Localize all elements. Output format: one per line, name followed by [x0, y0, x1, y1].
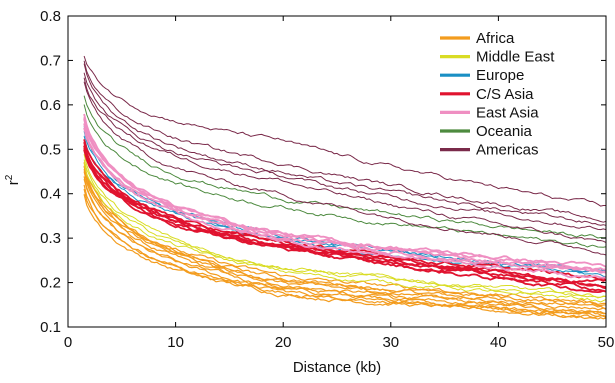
plot-frame — [67, 15, 607, 328]
series-line — [83, 194, 606, 320]
legend-label: Africa — [476, 30, 515, 47]
series-middle-east — [83, 154, 606, 303]
y-tick-label: 0.2 — [40, 275, 61, 292]
series-line — [83, 176, 606, 315]
legend-label: Americas — [476, 142, 539, 159]
series-east-asia — [83, 113, 606, 279]
legend-label: C/S Asia — [476, 86, 534, 103]
series-layer — [83, 55, 606, 320]
series-line — [83, 178, 606, 318]
series-line — [83, 81, 606, 256]
y-axis-label: r2 — [4, 174, 22, 185]
y-axis-label-superscript: 2 — [4, 174, 15, 180]
legend-item: East Asia — [440, 104, 539, 121]
legend-item: Americas — [440, 142, 539, 159]
x-tick-label: 50 — [598, 334, 615, 351]
y-tick-label: 0.4 — [40, 186, 61, 203]
series-line — [83, 60, 606, 223]
legend-item: Oceania — [440, 123, 533, 140]
x-tick-label: 0 — [64, 334, 72, 351]
series-americas — [83, 55, 606, 256]
legend-item: C/S Asia — [440, 86, 534, 103]
series-line — [83, 77, 606, 243]
series-line — [83, 168, 606, 307]
series-line — [83, 149, 606, 294]
legend-label: Oceania — [476, 123, 533, 140]
series-line — [83, 159, 606, 299]
ticks-layer: 0 10 20 30 40 50 0.1 0.2 0.3 0.4 0.5 0.6 0.7 0.8 — [40, 8, 614, 351]
y-axis-label-base: r — [5, 180, 22, 185]
series-line — [83, 123, 606, 274]
y-tick-label: 0.7 — [40, 52, 61, 69]
series-line — [83, 145, 606, 284]
series-line — [83, 154, 606, 298]
series-c-s-asia — [83, 139, 606, 294]
x-axis-label: Distance (kb) — [293, 359, 381, 376]
legend-item: Europe — [440, 67, 524, 84]
series-line — [83, 166, 606, 311]
series-line — [83, 127, 606, 279]
series-line — [83, 139, 606, 288]
series-line — [83, 118, 606, 274]
legend-label: Europe — [476, 67, 524, 84]
legend-item: Middle East — [440, 49, 555, 66]
x-tick-label: 10 — [167, 334, 184, 351]
y-tick-label: 0.6 — [40, 97, 61, 114]
series-line — [83, 104, 606, 248]
y-tick-label: 0.8 — [40, 8, 61, 25]
x-tick-label: 40 — [490, 334, 507, 351]
y-tick-label: 0.3 — [40, 230, 61, 247]
legend-label: Middle East — [476, 49, 555, 66]
x-tick-label: 20 — [275, 334, 292, 351]
y-tick-label: 0.5 — [40, 141, 61, 158]
series-line — [83, 162, 606, 303]
series-line — [83, 117, 606, 268]
series-line — [83, 72, 606, 231]
series-line — [83, 147, 606, 293]
legend-label: East Asia — [476, 104, 539, 121]
series-africa — [83, 162, 606, 320]
series-line — [83, 165, 606, 305]
y-tick-label: 0.1 — [40, 319, 61, 336]
x-tick-label: 30 — [382, 334, 399, 351]
series-line — [83, 55, 606, 207]
legend-item: Africa — [440, 30, 515, 47]
series-line — [83, 63, 606, 226]
